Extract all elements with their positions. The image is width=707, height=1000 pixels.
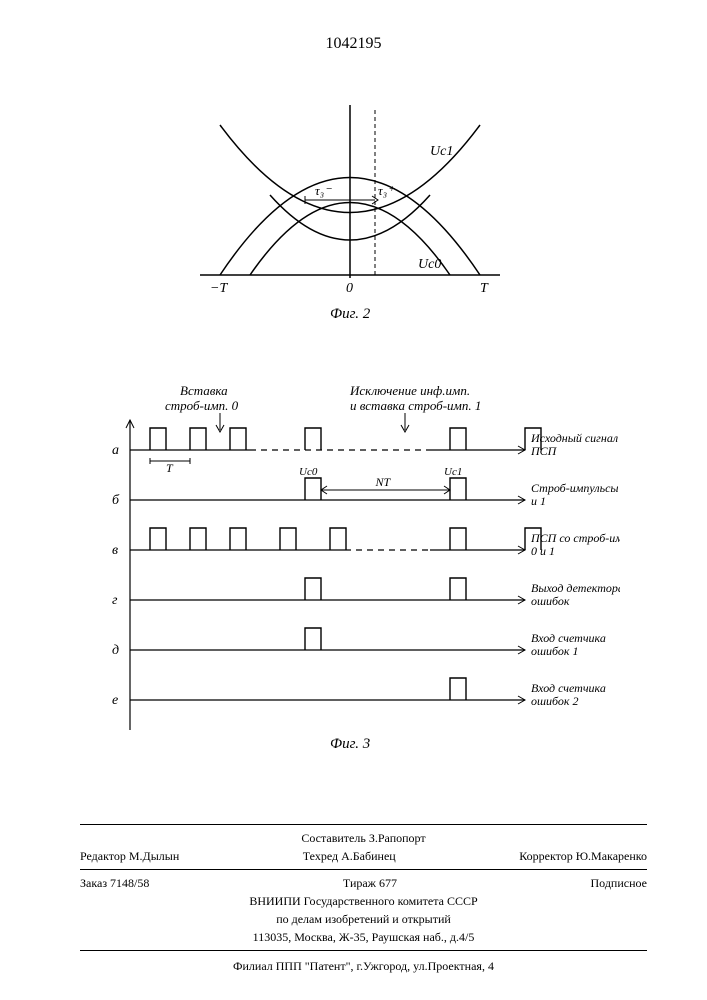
svg-text:ошибок 1: ошибок 1 [531,644,579,658]
label-tau2: τ₃⁺ [378,183,395,198]
footer-org2: по делам изобретений и открытий [80,910,647,928]
axis-posT: T [480,281,489,296]
svg-text:Вход счетчика: Вход счетчика [531,631,606,645]
fig2-caption: Фиг. 2 [330,306,371,322]
footer-techred: Техред А.Бабинец [303,847,396,865]
svg-text:NT: NT [375,475,392,489]
svg-text:ошибок: ошибок [531,594,570,608]
label-uc1: Uc1 [430,144,453,159]
fig3-caption: Фиг. 3 [330,736,370,752]
footer-compiler: Составитель З.Рапопорт [80,829,647,847]
svg-text:строб-имп. 0: строб-имп. 0 [165,398,239,413]
svg-text:Строб-импульсы 0: Строб-импульсы 0 [531,481,620,495]
footer-order: Заказ 7148/58 [80,874,149,892]
axis-zero: 0 [346,281,353,296]
svg-text:и вставка строб-имп. 1: и вставка строб-имп. 1 [350,398,481,413]
svg-text:и 1: и 1 [531,494,546,508]
svg-text:T: T [166,461,174,475]
label-uc0: Uc0 [418,257,441,272]
svg-text:0 и 1: 0 и 1 [531,544,555,558]
svg-text:Исключение инф.имп.: Исключение инф.имп. [349,383,470,398]
page-number: 1042195 [0,35,707,53]
figure-2: Uc1 Uc0 τ₃⁻ τ₃⁺ −T 0 T Фиг. 2 [180,100,520,330]
svg-text:Исходный сигнал: Исходный сигнал [530,431,618,445]
footer-subscription: Подписное [591,874,648,892]
footer-corrector: Корректор Ю.Макаренко [519,847,647,865]
axis-negT: −T [210,281,228,296]
fig2-svg: Uc1 Uc0 τ₃⁻ τ₃⁺ −T 0 T Фиг. 2 [180,100,520,330]
svg-text:ошибок 2: ошибок 2 [531,694,579,708]
figure-3: Фиг. 3 Вставкастроб-имп. 0 Исключение инф… [100,380,620,760]
svg-text:ПСП со строб-импульсами: ПСП со строб-импульсами [530,531,620,545]
svg-text:Вход счетчика: Вход счетчика [531,681,606,695]
fig3-svg: Фиг. 3 Вставкастроб-имп. 0 Исключение инф… [100,380,620,760]
svg-text:б: б [112,493,120,508]
footer-editor: Редактор М.Дылын [80,847,179,865]
svg-text:Uc0: Uc0 [299,466,318,478]
svg-text:Вставка: Вставка [180,383,228,398]
svg-text:г: г [112,593,118,608]
svg-text:в: в [112,543,118,558]
footer-block: Составитель З.Рапопорт Редактор М.Дылын … [80,820,647,975]
svg-text:Uc1: Uc1 [444,466,462,478]
svg-text:Выход детектора: Выход детектора [531,581,620,595]
footer-branch: Филиал ППП "Патент", г.Ужгород, ул.Проек… [80,957,647,975]
svg-text:а: а [112,443,119,458]
footer-address: 113035, Москва, Ж-35, Раушская наб., д.4… [80,928,647,946]
svg-text:д: д [112,643,119,658]
label-tau1: τ₃⁻ [315,183,332,198]
footer-org1: ВНИИПИ Государственного комитета СССР [80,892,647,910]
svg-text:ПСП: ПСП [530,444,558,458]
footer-tirage: Тираж 677 [343,874,397,892]
svg-text:е: е [112,693,118,708]
